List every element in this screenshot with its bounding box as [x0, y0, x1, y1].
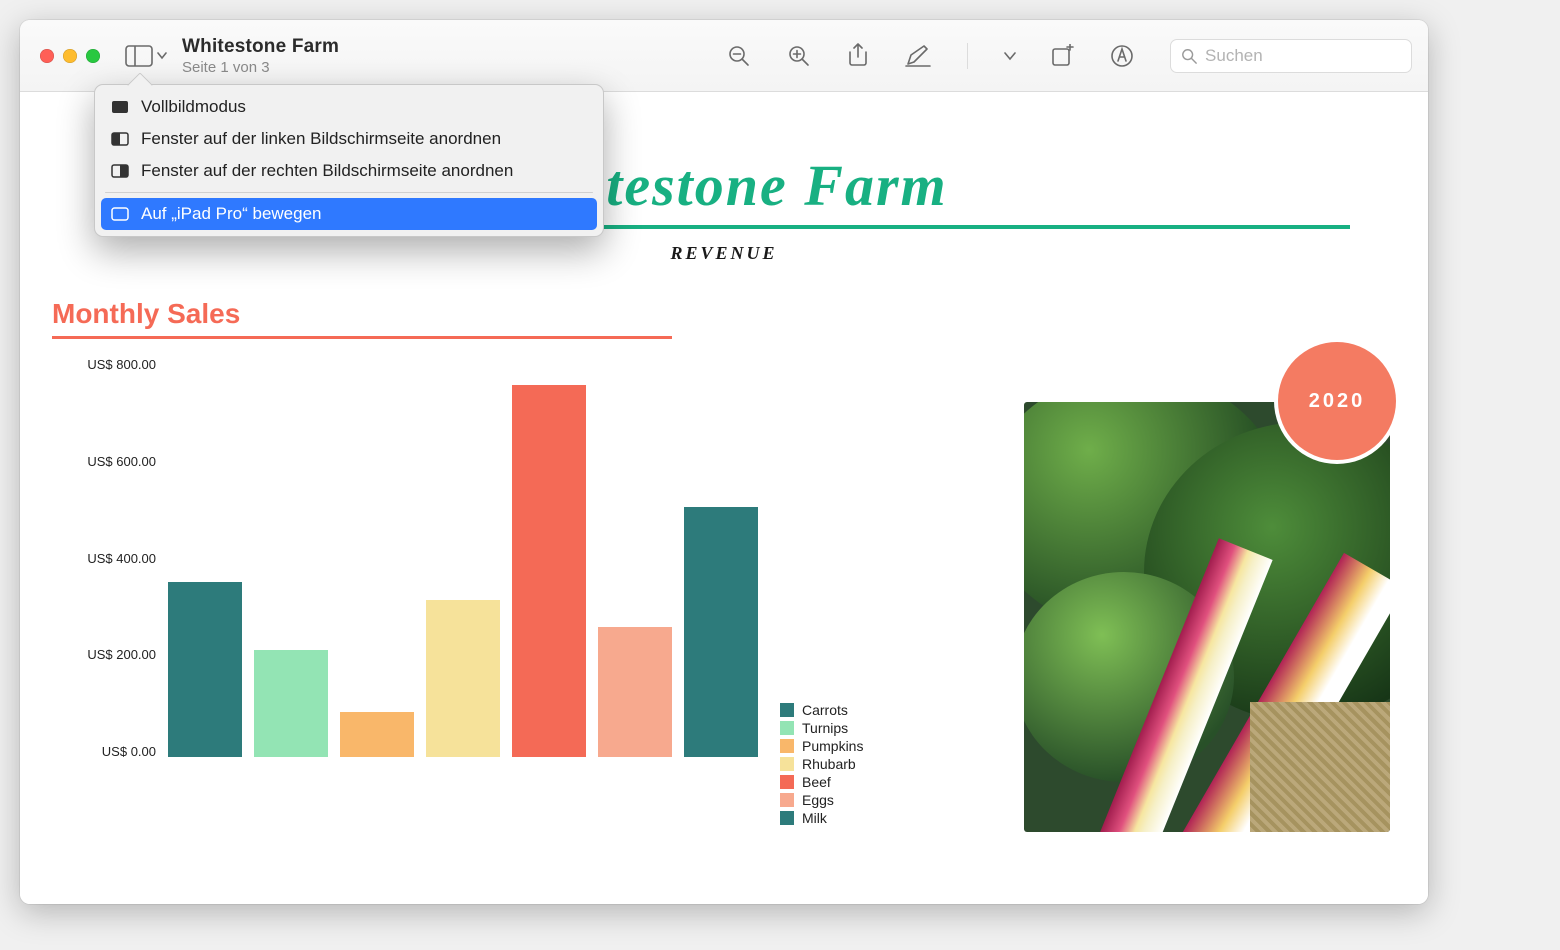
legend-item: Turnips [780, 720, 863, 736]
close-window-button[interactable] [40, 49, 54, 63]
legend-item: Rhubarb [780, 756, 863, 772]
pencil-icon [905, 45, 931, 67]
y-tick-label: US$ 0.00 [40, 744, 156, 759]
share-icon [847, 43, 869, 69]
toolbar [727, 39, 1412, 73]
search-icon [1181, 47, 1197, 65]
chart-y-axis: US$ 800.00 US$ 600.00 US$ 400.00 US$ 200.00… [40, 357, 164, 759]
tile-left-icon [111, 132, 129, 146]
menu-item-label: Fenster auf der rechten Bildschirmseite … [141, 161, 513, 181]
chart-bar [168, 582, 242, 757]
page-indicator: Seite 1 von 3 [182, 59, 339, 76]
sidebar-toggle-button[interactable] [124, 38, 168, 74]
year-badge: 2020 [1278, 342, 1396, 460]
legend-item: Pumpkins [780, 738, 863, 754]
legend-swatch [780, 721, 794, 735]
legend-item: Milk [780, 810, 863, 826]
legend-label: Carrots [802, 702, 848, 718]
minimize-window-button[interactable] [63, 49, 77, 63]
zoom-in-icon [787, 44, 811, 68]
y-tick-label: US$ 600.00 [40, 454, 156, 469]
y-tick-label: US$ 800.00 [40, 357, 156, 372]
fullscreen-icon [111, 100, 129, 114]
monthly-sales-chart: US$ 800.00 US$ 600.00 US$ 400.00 US$ 200.00… [40, 357, 780, 787]
chart-bar [684, 507, 758, 757]
legend-label: Rhubarb [802, 756, 856, 772]
menu-item[interactable]: Auf „iPad Pro“ bewegen [101, 198, 597, 230]
toolbar-separator [967, 43, 968, 69]
zoom-out-button[interactable] [727, 44, 751, 68]
chart-bar [426, 600, 500, 758]
document-title: Whitestone Farm [182, 36, 339, 58]
legend-swatch [780, 703, 794, 717]
titlebar: Whitestone Farm Seite 1 von 3 [20, 20, 1428, 92]
y-tick-label: US$ 200.00 [40, 647, 156, 662]
chart-legend: Carrots Turnips Pumpkins Rhubarb Beef Eggs Mil… [780, 702, 863, 828]
tile-right-icon [111, 164, 129, 178]
chevron-down-icon [157, 52, 167, 60]
chart-bar [598, 627, 672, 757]
legend-label: Pumpkins [802, 738, 863, 754]
menu-item-label: Fenster auf der linken Bildschirmseite a… [141, 129, 501, 149]
new-window-button[interactable] [1050, 44, 1074, 68]
menu-item[interactable]: Fenster auf der rechten Bildschirmseite … [101, 155, 597, 187]
markup-button[interactable] [1110, 44, 1134, 68]
chart-bar [254, 650, 328, 758]
app-window: Whitestone Farm Seite 1 von 3 [20, 20, 1428, 904]
chart-title: Monthly Sales [52, 298, 1408, 330]
legend-item: Carrots [780, 702, 863, 718]
markup-icon [1110, 44, 1134, 68]
legend-swatch [780, 739, 794, 753]
menu-item-label: Vollbildmodus [141, 97, 246, 117]
window-controls [40, 49, 100, 63]
legend-label: Eggs [802, 792, 834, 808]
new-window-icon [1050, 44, 1074, 68]
legend-swatch [780, 811, 794, 825]
legend-swatch [780, 775, 794, 789]
legend-label: Milk [802, 810, 827, 826]
zoom-in-button[interactable] [787, 44, 811, 68]
menu-item-label: Auf „iPad Pro“ bewegen [141, 204, 322, 224]
menu-item[interactable]: Fenster auf der linken Bildschirmseite a… [101, 123, 597, 155]
title-group: Whitestone Farm Seite 1 von 3 [182, 36, 339, 76]
document-subheading: REVENUE [40, 243, 1408, 264]
search-input[interactable] [1205, 46, 1401, 66]
window-arrange-menu: Vollbildmodus Fenster auf der linken Bild… [94, 84, 604, 237]
y-tick-label: US$ 400.00 [40, 551, 156, 566]
produce-photo [1024, 402, 1390, 832]
chart-bar [512, 385, 586, 758]
legend-label: Turnips [802, 720, 848, 736]
search-field[interactable] [1170, 39, 1412, 73]
more-options-button[interactable] [1004, 51, 1014, 61]
menu-separator [105, 192, 593, 193]
sidebar-icon [125, 45, 153, 67]
fullscreen-window-button[interactable] [86, 49, 100, 63]
chevron-down-icon [1004, 51, 1016, 61]
tablet-icon [111, 207, 129, 221]
legend-swatch [780, 757, 794, 771]
legend-swatch [780, 793, 794, 807]
zoom-out-icon [727, 44, 751, 68]
menu-item[interactable]: Vollbildmodus [101, 91, 597, 123]
chart-title-rule [52, 336, 672, 339]
share-button[interactable] [847, 43, 869, 69]
chart-bar [340, 712, 414, 757]
annotate-button[interactable] [905, 45, 931, 67]
legend-item: Beef [780, 774, 863, 790]
chart-plot-area [168, 357, 780, 757]
legend-item: Eggs [780, 792, 863, 808]
legend-label: Beef [802, 774, 831, 790]
